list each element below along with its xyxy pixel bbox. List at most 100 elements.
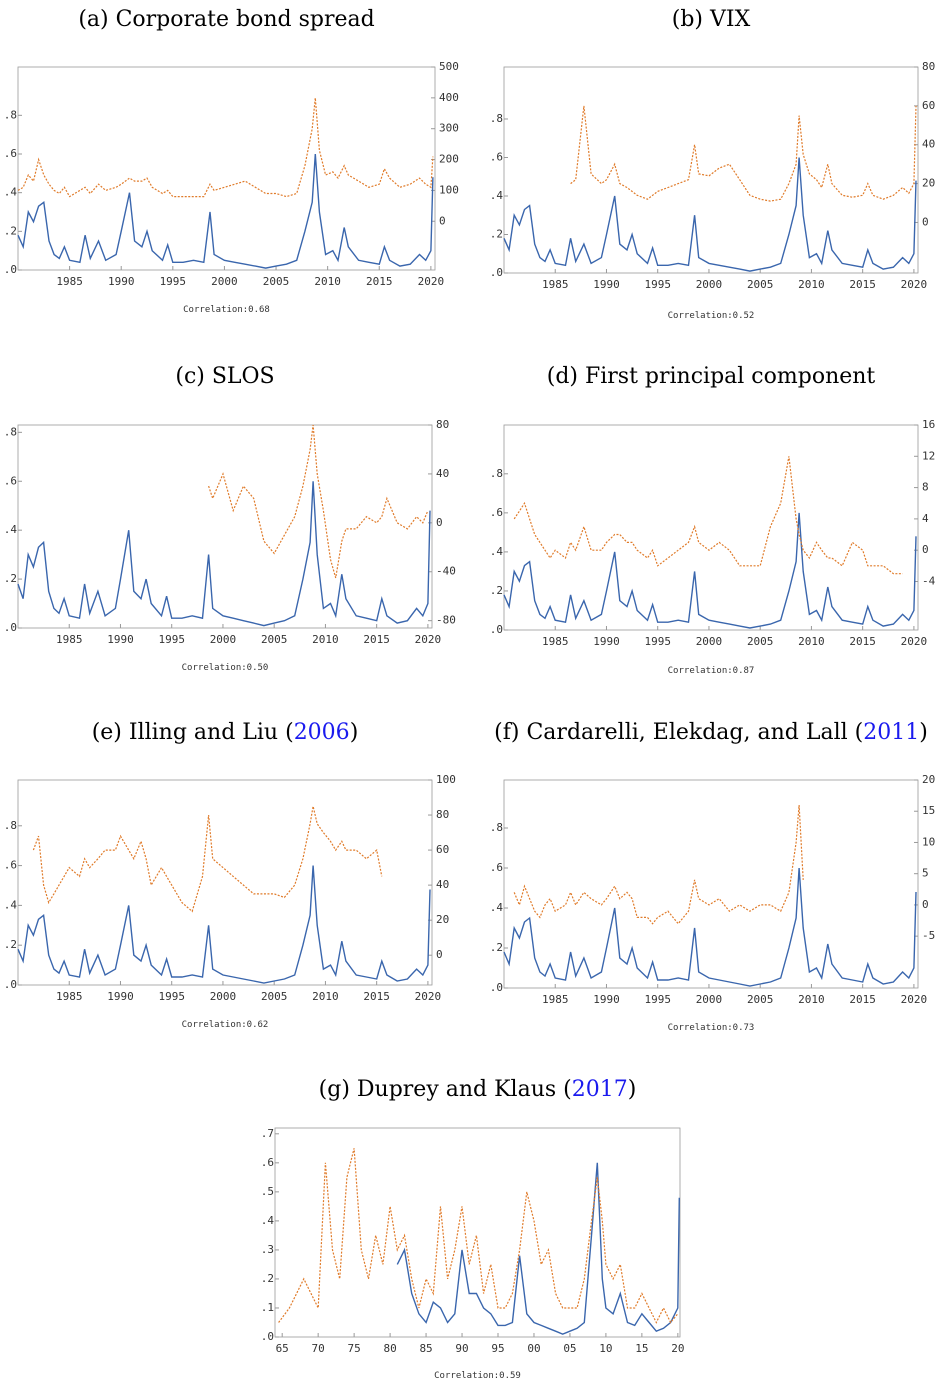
title-text: (b) VIX xyxy=(672,7,751,32)
x-tick-label: 2010 xyxy=(312,633,339,646)
x-tick-label: 1985 xyxy=(56,633,83,646)
plot-frame xyxy=(503,779,919,989)
dashed-line xyxy=(513,456,903,575)
y2-tick-label: 16 xyxy=(922,418,935,431)
y-tick-label: .8 xyxy=(4,425,17,438)
x-tick-label: 2005 xyxy=(263,275,290,288)
x-tick-label: 1985 xyxy=(56,275,83,288)
y2-tick-label: -40 xyxy=(436,565,456,578)
x-tick-label: 1990 xyxy=(108,275,135,288)
chart-panel: (c) SLOS Correlation:0.50 1985 1990 1995 2000… xyxy=(4,364,456,673)
x-tick-label: 1995 xyxy=(644,278,671,291)
title-text: ) xyxy=(919,720,928,745)
dashed-line xyxy=(278,1148,679,1324)
x-tick-label: 1995 xyxy=(158,633,185,646)
y2-tick-label: -80 xyxy=(436,614,456,627)
title-text: (c) SLOS xyxy=(175,364,274,389)
chart-title: (f) Cardarelli, Elekdag, and Lall (2011) xyxy=(494,720,928,745)
y-tick-label: .4 xyxy=(4,186,18,199)
x-tick-label: 85 xyxy=(419,1342,432,1355)
y2-tick-label: 100 xyxy=(436,773,456,786)
correlation-note: Correlation:0.87 xyxy=(668,666,755,676)
x-tick-label: 20 xyxy=(671,1342,684,1355)
solid-line xyxy=(17,153,434,269)
x-tick-label: 70 xyxy=(312,1342,325,1355)
x-tick-label: 65 xyxy=(276,1342,289,1355)
chart-title: (b) VIX xyxy=(672,7,751,32)
title-text: (e) Illing and Liu ( xyxy=(92,720,294,745)
solid-line xyxy=(17,481,431,627)
x-tick-label: 90 xyxy=(455,1342,468,1355)
x-tick-label: 2010 xyxy=(314,275,341,288)
x-tick-label: 1990 xyxy=(107,633,134,646)
citation: 2017 xyxy=(572,1077,628,1102)
chart-title: (g) Duprey and Klaus (2017) xyxy=(319,1077,637,1102)
chart-panel: (b) VIX Correlation:0.52 1985 1990 1995 2000 2… xyxy=(490,7,936,321)
y2-tick-label: 0 xyxy=(922,215,929,228)
x-tick-label: 2020 xyxy=(901,993,928,1006)
title-text: (d) First principal component xyxy=(547,364,876,389)
chart-panel: (d) First principal component Correlation… xyxy=(490,364,936,676)
chart-panel: (f) Cardarelli, Elekdag, and Lall (2011)… xyxy=(490,720,936,1033)
x-tick-label: 2000 xyxy=(696,278,723,291)
chart-panel: (g) Duprey and Klaus (2017) Correlation:0… xyxy=(261,1077,685,1381)
dashed-line xyxy=(17,97,434,198)
y2-tick-label: -5 xyxy=(922,929,935,942)
x-tick-label: 2020 xyxy=(901,278,928,291)
correlation-note: Correlation:0.52 xyxy=(668,311,755,321)
y2-tick-label: 400 xyxy=(439,91,459,104)
y-tick-label: .4 xyxy=(261,1214,275,1227)
y-tick-label: .4 xyxy=(4,898,18,911)
x-tick-label: 2005 xyxy=(747,278,774,291)
solid-line xyxy=(503,867,917,987)
y2-tick-label: 0 xyxy=(922,543,929,556)
solid-line xyxy=(17,865,431,984)
x-tick-label: 1985 xyxy=(542,635,569,648)
solid-line xyxy=(503,512,917,629)
y2-tick-label: 500 xyxy=(439,60,459,73)
x-tick-label: 2000 xyxy=(211,275,238,288)
y-tick-label: .6 xyxy=(4,474,17,487)
x-tick-label: 2005 xyxy=(747,993,774,1006)
y2-tick-label: 0 xyxy=(922,898,929,911)
y-tick-label: .0 xyxy=(261,1330,274,1343)
dashed-line xyxy=(208,424,429,579)
y2-tick-label: 5 xyxy=(922,867,929,880)
x-tick-label: 1990 xyxy=(593,635,620,648)
correlation-note: Correlation:0.59 xyxy=(434,1371,521,1381)
x-tick-label: 2005 xyxy=(261,633,288,646)
y-tick-label: .2 xyxy=(490,941,503,954)
y-tick-label: .4 xyxy=(490,545,504,558)
x-tick-label: 2000 xyxy=(210,990,237,1003)
y-tick-label: .8 xyxy=(4,819,17,832)
x-tick-label: 2000 xyxy=(696,993,723,1006)
y-tick-label: .2 xyxy=(261,1272,274,1285)
y-tick-label: .2 xyxy=(4,224,17,237)
y-tick-label: .4 xyxy=(4,523,18,536)
chart-title: (c) SLOS xyxy=(175,364,274,389)
x-tick-label: 75 xyxy=(348,1342,361,1355)
correlation-note: Correlation:0.73 xyxy=(668,1023,755,1033)
y2-tick-label: 60 xyxy=(922,99,935,112)
x-tick-label: 2010 xyxy=(798,278,825,291)
plot-frame xyxy=(274,1127,681,1338)
y-tick-label: .6 xyxy=(4,859,17,872)
y2-tick-label: 20 xyxy=(436,913,449,926)
solid-line xyxy=(396,1162,680,1335)
y-tick-label: .2 xyxy=(4,938,17,951)
x-tick-label: 1995 xyxy=(160,275,187,288)
plot-frame xyxy=(503,424,919,631)
y-tick-label: .6 xyxy=(490,506,503,519)
y-tick-label: .4 xyxy=(490,189,504,202)
y-tick-label: .0 xyxy=(4,978,17,991)
y-tick-label: .0 xyxy=(490,266,503,279)
y-tick-label: .5 xyxy=(261,1185,274,1198)
y-tick-label: .0 xyxy=(4,621,17,634)
x-tick-label: 2010 xyxy=(312,990,339,1003)
y-tick-label: .8 xyxy=(4,108,17,121)
x-tick-label: 2015 xyxy=(849,635,876,648)
y-tick-label: .4 xyxy=(490,901,504,914)
title-text: ) xyxy=(628,1077,637,1102)
y2-tick-label: 200 xyxy=(439,153,459,166)
chart-title: (a) Corporate bond spread xyxy=(78,7,374,32)
